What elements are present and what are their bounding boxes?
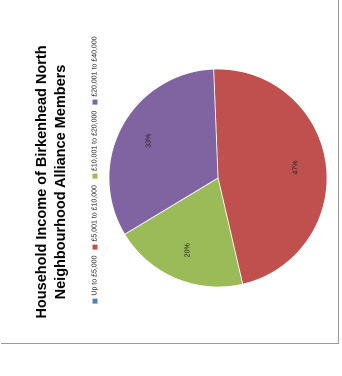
chart-frame — [1, 0, 339, 344]
slice-data-label: 33% — [146, 134, 153, 148]
slice-data-label: 47% — [293, 160, 300, 174]
pie-slice — [213, 68, 328, 285]
slice-data-label: 20% — [184, 243, 191, 257]
pie-slice — [108, 68, 219, 235]
pie-slice — [124, 177, 244, 288]
